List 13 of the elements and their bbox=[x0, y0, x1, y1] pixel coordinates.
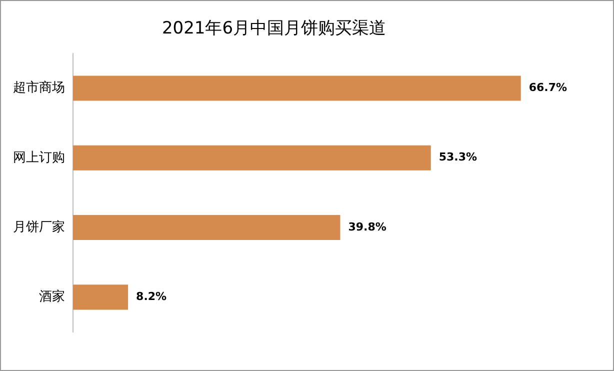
data-label: 53.3% bbox=[438, 150, 478, 164]
chart-title: 2021年6月中国月饼购买渠道 bbox=[162, 18, 386, 39]
bar bbox=[73, 76, 521, 101]
bar bbox=[73, 284, 128, 310]
data-label: 8.2% bbox=[136, 290, 167, 304]
y-tick-label: 超市商场 bbox=[13, 80, 65, 96]
data-label: 66.7% bbox=[528, 81, 568, 94]
y-tick-label: 酒家 bbox=[39, 288, 65, 305]
bar bbox=[73, 145, 431, 170]
y-tick-label: 网上订购 bbox=[13, 150, 65, 166]
data-label: 39.8% bbox=[348, 220, 386, 234]
y-tick-label: 月饼厂家 bbox=[13, 218, 65, 235]
bar bbox=[73, 215, 340, 240]
